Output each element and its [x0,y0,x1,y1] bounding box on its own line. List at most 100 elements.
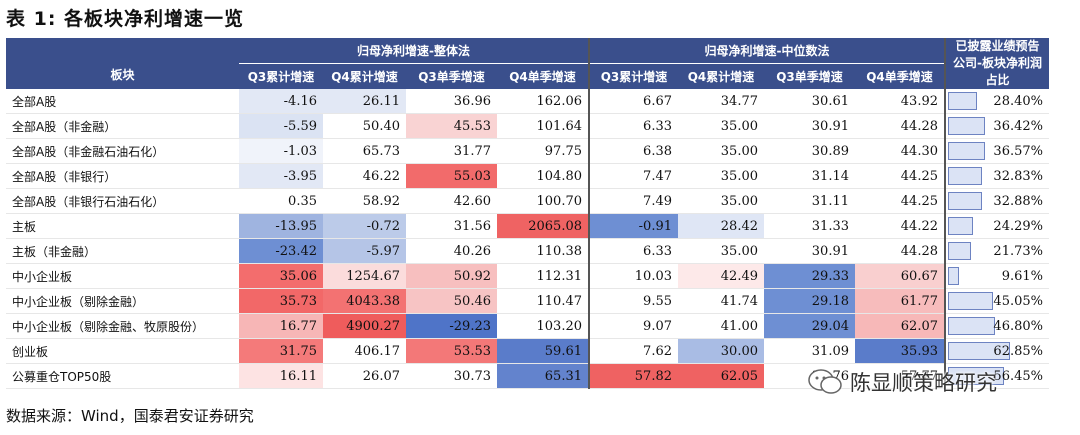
cell-value: 6.67 [588,89,678,114]
cell-value: 45.53 [406,113,497,139]
cell-value: 50.92 [406,263,497,289]
cell-value: 6.38 [588,138,678,164]
cell-value: 162.06 [497,89,589,114]
cell-value: 30.89 [764,138,855,164]
cell-value: 31.14 [764,163,855,189]
header-col-0: Q3累计增速 [239,63,323,89]
cell-value: 406.17 [323,338,406,364]
cell-value: 7.47 [588,163,678,189]
header-col-3: Q4单季增速 [497,63,589,89]
header-sector: 板块 [6,38,239,89]
cell-value: 44.22 [855,213,945,239]
cell-value: 42.60 [406,188,497,214]
sector-profit-table: 板块 归母净利增速-整体法 归母净利增速-中位数法 已披露业绩预告公司-板块净利… [6,38,1049,389]
cell-value: 112.31 [497,263,589,289]
cell-value: 0.35 [239,188,323,214]
header-col-2: Q3单季增速 [406,63,497,89]
share-bar [948,192,982,210]
cell-value: 36.96 [406,89,497,114]
cell-value: 10.03 [588,263,678,289]
cell-value: 30.91 [764,238,855,264]
cell-value: -13.95 [239,213,323,239]
cell-value: 7.49 [588,188,678,214]
share-bar [948,92,977,110]
cell-value: 110.47 [497,288,589,314]
share-value: 45.05% [993,293,1043,309]
share-value: 32.83% [993,168,1043,184]
cell-value: 30.00 [678,338,764,364]
cell-value: 44.30 [855,138,945,164]
table-row: 主板 -13.95 -0.72 31.56 2065.08 -0.91 28.42 31.33… [6,213,1049,239]
cell-value: 58.92 [323,188,406,214]
share-value: 24.29% [993,218,1043,234]
cell-value: 31.75 [239,338,323,364]
disclosed-share-cell: 36.57% [944,138,1049,164]
table-row: 主板（非金融） -23.42 -5.97 40.26 110.38 6.33 35.00 30… [6,238,1049,264]
disclosed-share-cell: 56.45% [944,363,1049,389]
cell-value: 4900.27 [323,313,406,339]
cell-value: 97.75 [497,138,589,164]
table-row: 中小企业板 35.06 1254.67 50.92 112.31 10.03 42.49 29… [6,263,1049,289]
cell-value: 26.07 [323,363,406,389]
cell-value: -23.42 [239,238,323,264]
cell-value: 30.91 [764,113,855,139]
wechat-icon [808,369,842,394]
share-value: 28.40% [993,93,1043,109]
cell-value: 31.09 [764,338,855,364]
table-row: 全部A股（非银行） -3.95 46.22 55.03 104.80 7.47 35.00 3… [6,163,1049,189]
cell-value: 35.06 [239,263,323,289]
disclosed-share-cell: 9.61% [944,263,1049,289]
share-bar [948,267,959,285]
share-bar [948,342,1010,360]
cell-value: 35.00 [678,163,764,189]
cell-value: 110.38 [497,238,589,264]
table-row: 全部A股（非银行石油石化） 0.35 58.92 42.60 100.70 7.49 35.… [6,188,1049,214]
cell-value: 41.00 [678,313,764,339]
row-label: 创业板 [6,338,239,364]
header-col-1: Q4累计增速 [323,63,406,89]
cell-value: 50.40 [323,113,406,139]
cell-value: 31.56 [406,213,497,239]
cell-value: 61.77 [855,288,945,314]
cell-value: 60.67 [855,263,945,289]
cell-value: 35.00 [678,138,764,164]
table-row: 中小企业板（剔除金融、牧原股份） 16.77 4900.27 -29.23 103.20… [6,313,1049,339]
row-label: 全部A股 [6,89,239,114]
row-label: 全部A股（非金融石油石化） [6,138,239,164]
share-bar [948,117,985,135]
share-value: 46.80% [993,318,1043,334]
cell-value: 41.74 [678,288,764,314]
cell-value: -5.59 [239,113,323,139]
table-row: 全部A股 -4.16 26.11 36.96 162.06 6.67 34.77 30.61 4… [6,89,1049,114]
watermark-text: 陈显顺策略研究 [850,371,997,395]
cell-value: -0.72 [323,213,406,239]
cell-value: 40.26 [406,238,497,264]
cell-value: -5.97 [323,238,406,264]
share-bar [948,142,985,160]
cell-value: 100.70 [497,188,589,214]
cell-value: 34.77 [678,89,764,114]
row-label: 主板 [6,213,239,239]
share-bar [948,242,971,260]
table-row: 创业板 31.75 406.17 53.53 59.61 7.62 30.00 31.09 35… [6,338,1049,364]
cell-value: -0.91 [588,213,678,239]
share-bar [948,317,995,335]
row-label: 中小企业板（剔除金融、牧原股份） [6,313,239,339]
cell-value: 31.77 [406,138,497,164]
cell-value: 2065.08 [497,213,589,239]
cell-value: 9.07 [588,313,678,339]
cell-value: 4043.38 [323,288,406,314]
cell-value: 29.04 [764,313,855,339]
cell-value: 103.20 [497,313,589,339]
header-col-7: Q4单季增速 [855,63,945,89]
cell-value: 6.33 [588,113,678,139]
cell-value: 44.25 [855,188,945,214]
share-value: 36.57% [993,143,1043,159]
disclosed-share-cell: 46.80% [944,313,1049,339]
share-bar [948,217,973,235]
table-row: 全部A股（非金融石油石化） -1.03 65.73 31.77 97.75 6.38 35.… [6,138,1049,164]
disclosed-share-cell: 62.85% [944,338,1049,364]
row-label: 全部A股（非银行石油石化） [6,188,239,214]
cell-value: 35.00 [678,188,764,214]
cell-value: 44.25 [855,163,945,189]
